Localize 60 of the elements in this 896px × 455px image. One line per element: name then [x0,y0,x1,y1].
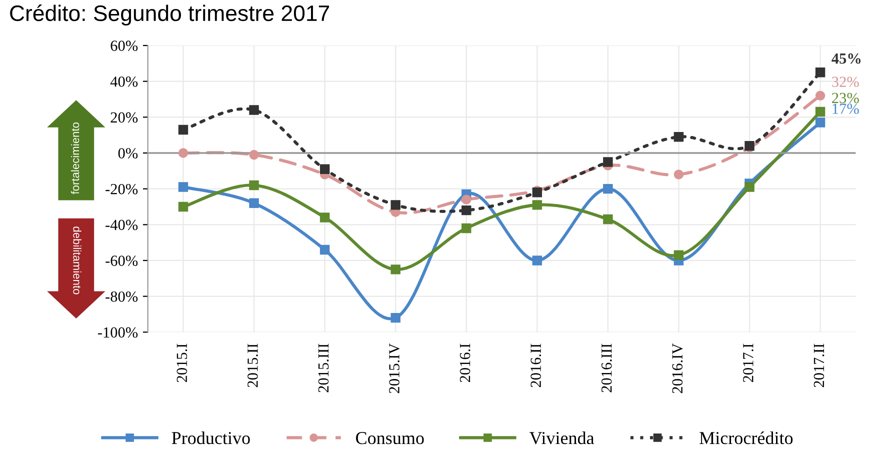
y-tick-label: 20% [110,112,138,123]
legend-label: Microcrédito [700,431,793,444]
x-tick-label: 2016.IV [672,343,683,394]
x-tick-label: 2017.I [743,344,754,382]
point [532,256,542,266]
point [815,68,826,78]
y-tick-label: -40% [106,220,138,230]
legend-label: Consumo [356,432,424,444]
point [674,170,684,180]
y-tick-label: -100% [98,327,138,338]
x-tick-label: 2015.III [318,344,329,392]
data-label: 45% [832,53,861,64]
point [815,90,826,101]
point [674,132,684,142]
point [249,150,259,160]
point [603,157,613,167]
point [815,118,826,128]
point [320,164,330,174]
text: fortalecimiento [70,122,80,194]
point [249,105,259,115]
point [815,106,826,117]
point [178,182,188,192]
x-tick-label: 2015.IV [389,343,400,394]
y-tick-label: 40% [110,76,138,87]
point [390,264,400,274]
point [462,194,472,204]
x-tick-label: 2016.II [530,344,542,388]
y-tick-label: -80% [106,291,138,302]
x-tick-label: 2015.I [176,344,188,382]
point [744,182,754,192]
y-tick-label: 60% [110,40,138,51]
point [320,212,330,222]
data-label: 17% [832,104,859,114]
point [674,250,684,260]
x-tick-label: 2015.II [248,344,258,388]
point [462,205,472,216]
x-tick-label: 2016.I [460,344,470,382]
point [603,214,613,224]
point [532,200,542,210]
point [390,200,400,210]
y-tick-label: -60% [106,256,138,266]
point [249,180,259,190]
point [603,184,613,194]
chart-title: Crédito: Segundo trimestre 2017 [10,4,330,26]
point [178,202,188,212]
point [390,312,400,323]
legend-label: Vivienda [529,431,594,444]
point [462,223,472,234]
x-tick-label: 2016.III [601,344,612,392]
point [320,244,330,255]
text: debilitamiento [73,226,82,294]
point [178,124,188,135]
x-tick-label: 2017.II [814,344,824,388]
point [178,148,188,158]
data-label: 32% [832,76,859,88]
point [249,198,259,208]
data-label: 23% [832,92,859,104]
y-tick-label: -20% [106,184,138,194]
legend-label: Productivo [172,431,250,444]
y-tick-label: 0% [118,148,138,158]
